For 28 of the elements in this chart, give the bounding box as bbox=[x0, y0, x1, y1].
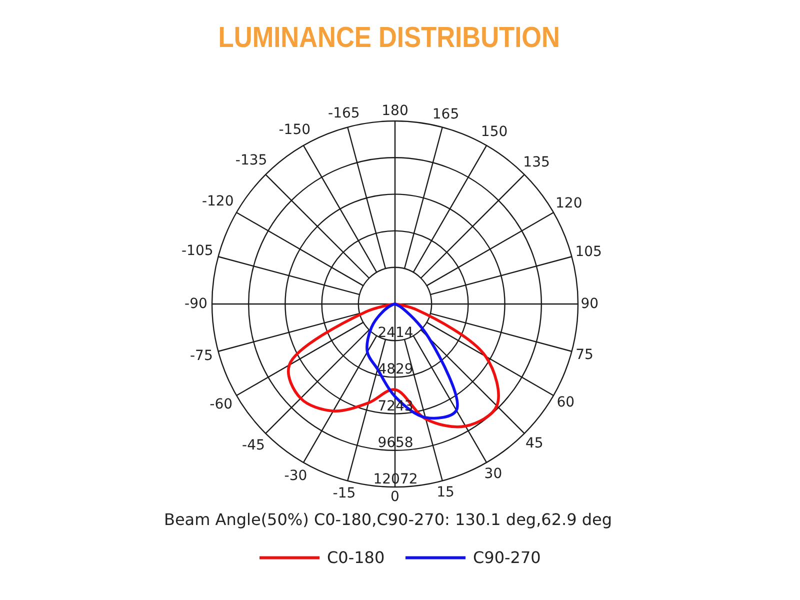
legend-label: C0-180 bbox=[327, 548, 385, 567]
spoke-label: 165 bbox=[432, 106, 460, 123]
spoke-label: 180 bbox=[382, 103, 408, 119]
chart-title: LUMINANCE DISTRIBUTION bbox=[218, 22, 560, 55]
spoke-label: 45 bbox=[525, 435, 544, 452]
spoke-label: 15 bbox=[436, 484, 454, 500]
spoke-label: -165 bbox=[328, 105, 360, 122]
spoke-label: -60 bbox=[210, 396, 233, 412]
spoke-label: 135 bbox=[523, 154, 550, 170]
spoke-label: -75 bbox=[190, 348, 213, 364]
spoke-label: -150 bbox=[278, 122, 311, 138]
legend-label: C90-270 bbox=[473, 548, 541, 567]
spoke-label: 150 bbox=[480, 124, 508, 140]
spoke-label: 90 bbox=[580, 296, 599, 312]
spoke-label: -15 bbox=[332, 485, 356, 502]
text: Beam Angle(50%) C0-180,C90-270: 130.1 deg,62.9 deg bbox=[162, 510, 614, 529]
spoke-label: 60 bbox=[556, 394, 575, 411]
spoke-label: -90 bbox=[184, 296, 208, 312]
spoke-label: -30 bbox=[284, 468, 308, 484]
spoke-label: 120 bbox=[556, 196, 582, 212]
spoke-label: 0 bbox=[390, 489, 400, 505]
spoke-label: 105 bbox=[575, 244, 602, 260]
spoke-label: 75 bbox=[576, 346, 594, 363]
spoke-label: -105 bbox=[182, 243, 214, 260]
spoke-label: 30 bbox=[484, 466, 502, 482]
spoke-label: -45 bbox=[242, 438, 265, 454]
spoke-label: -120 bbox=[202, 194, 234, 210]
spoke-label: -135 bbox=[235, 152, 268, 168]
